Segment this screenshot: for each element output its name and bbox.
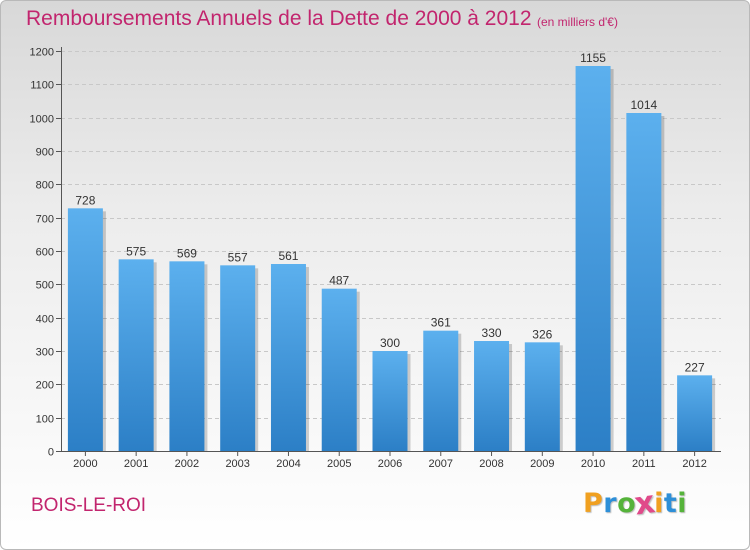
bar (118, 259, 154, 451)
bar-value-label: 728 (75, 193, 95, 207)
x-tick-label: 2000 (73, 458, 97, 470)
bar-value-label: 330 (482, 326, 502, 340)
y-tick-label: 500 (36, 280, 54, 292)
bar (575, 66, 611, 451)
bar (169, 261, 205, 451)
bar (474, 341, 510, 451)
town-name: BOIS-LE-ROI (31, 495, 147, 516)
bar-value-label: 561 (278, 249, 298, 263)
y-tick-label: 600 (36, 247, 54, 259)
x-tick-label: 2003 (225, 458, 249, 470)
bar-value-label: 575 (126, 244, 146, 258)
x-tick-label: 2005 (327, 458, 351, 470)
y-tick-label: 1000 (30, 114, 54, 126)
x-tick-label: 2007 (429, 458, 453, 470)
x-tick-label: 2009 (530, 458, 554, 470)
bar (321, 288, 357, 451)
bar (677, 375, 713, 451)
bar (524, 342, 560, 451)
bar (626, 113, 662, 451)
y-tick-label: 0 (48, 447, 54, 459)
bar (372, 351, 408, 451)
y-tick-label: 200 (36, 380, 54, 392)
y-tick-label: 700 (36, 214, 54, 226)
bar (67, 208, 103, 451)
bar-value-label: 569 (177, 246, 197, 260)
y-tick-label: 1200 (30, 47, 54, 59)
bar-value-label: 487 (329, 274, 349, 288)
bar-value-label: 361 (431, 316, 451, 330)
y-tick-label: 1100 (30, 80, 54, 92)
chart-title: Remboursements Annuels de la Dette de 20… (26, 7, 532, 30)
bar-value-label: 1014 (630, 98, 657, 112)
bar-value-label: 1155 (580, 51, 606, 65)
x-tick-label: 2004 (276, 458, 300, 470)
y-tick-label: 400 (36, 314, 54, 326)
bar-value-label: 557 (228, 250, 248, 264)
x-tick-label: 2008 (479, 458, 503, 470)
bar-value-label: 300 (380, 336, 400, 350)
y-tick-label: 100 (36, 414, 54, 426)
x-tick-label: 2010 (581, 458, 605, 470)
bar-value-label: 227 (685, 360, 705, 374)
x-tick-label: 2006 (378, 458, 402, 470)
chart-unit-label: (en milliers d'€) (537, 15, 618, 29)
x-tick-label: 2011 (632, 458, 656, 470)
y-tick-label: 900 (36, 147, 54, 159)
bar (220, 265, 256, 451)
proxiti-logo: Proxiti (583, 484, 688, 523)
bar (423, 330, 459, 451)
x-tick-label: 2002 (175, 458, 199, 470)
bar (270, 264, 306, 451)
x-tick-label: 2001 (124, 458, 148, 470)
x-tick-label: 2012 (682, 458, 706, 470)
y-tick-label: 300 (36, 347, 54, 359)
y-tick-label: 800 (36, 180, 54, 192)
bar-value-label: 326 (532, 327, 552, 341)
